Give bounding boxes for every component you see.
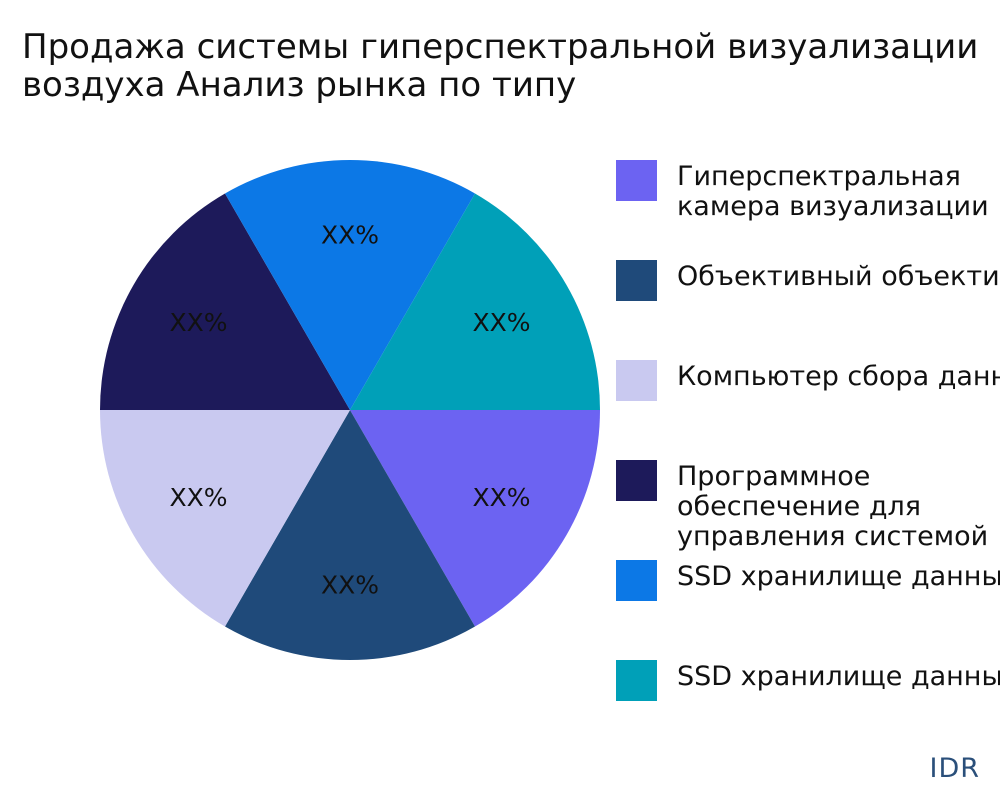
legend-label-line: обеспечение для: [677, 491, 922, 522]
legend-label-line: Гиперспектральная: [677, 162, 961, 192]
legend-swatch: [616, 260, 657, 301]
legend-swatch: [616, 160, 657, 201]
legend-item: SSD хранилище данных: [616, 560, 1000, 650]
brand-logo-text: IDR: [929, 753, 980, 784]
pie-slice-label: XX%: [473, 308, 531, 337]
chart-title: Продажа системы гиперспектральной визуал…: [22, 28, 997, 104]
legend-label: SSD хранилище данных: [677, 562, 1000, 592]
legend-swatch: [616, 660, 657, 701]
pie-slice: [350, 410, 600, 627]
legend-label-line: Компьютер сбора данных: [677, 362, 1000, 392]
legend-swatch: [616, 360, 657, 401]
chart-title-line-1: Продажа системы гиперспектральной визуал…: [22, 27, 979, 67]
legend-label: SSD хранилище данных: [677, 662, 1000, 692]
legend-label: Гиперспектральная камера визуализации: [677, 162, 1000, 222]
legend-item: Компьютер сбора данных: [616, 360, 1000, 450]
pie-slice-label: XX%: [321, 571, 379, 600]
legend-label-line: Объективный объектив: [677, 262, 1000, 292]
pie-slice: [225, 410, 475, 660]
legend-item: Программное обеспечение для управления сис…: [616, 460, 1000, 552]
pie-slice-label: XX%: [169, 483, 227, 512]
pie-slice-label: XX%: [169, 308, 227, 337]
chart-legend: Гиперспектральная камера визуализации Объе…: [616, 160, 1000, 720]
legend-label-line: SSD хранилище данных: [677, 662, 1000, 692]
legend-swatch: [616, 460, 657, 501]
chart-title-line-2: воздуха Анализ рынка по типу: [22, 65, 577, 105]
legend-label-line: камера визуализации: [677, 191, 989, 222]
pie-slice: [100, 410, 350, 627]
legend-label-line: SSD хранилище данных: [677, 562, 1000, 592]
legend-label-line: Программное: [677, 462, 871, 492]
pie-slice: [100, 193, 350, 410]
pie-slice-label: XX%: [473, 483, 531, 512]
pie-slice: [225, 160, 475, 410]
pie-slice-label: XX%: [321, 221, 379, 250]
legend-item: Объективный объектив: [616, 260, 1000, 350]
legend-swatch: [616, 560, 657, 601]
legend-label: Компьютер сбора данных: [677, 362, 1000, 392]
legend-item: SSD хранилище данных: [616, 660, 1000, 720]
legend-label: Объективный объектив: [677, 262, 1000, 292]
legend-item: Гиперспектральная камера визуализации: [616, 160, 1000, 250]
pie-slice: [350, 193, 600, 410]
legend-label: Программное обеспечение для управления сис…: [677, 462, 1000, 552]
legend-label-line: управления системой: [677, 521, 989, 552]
